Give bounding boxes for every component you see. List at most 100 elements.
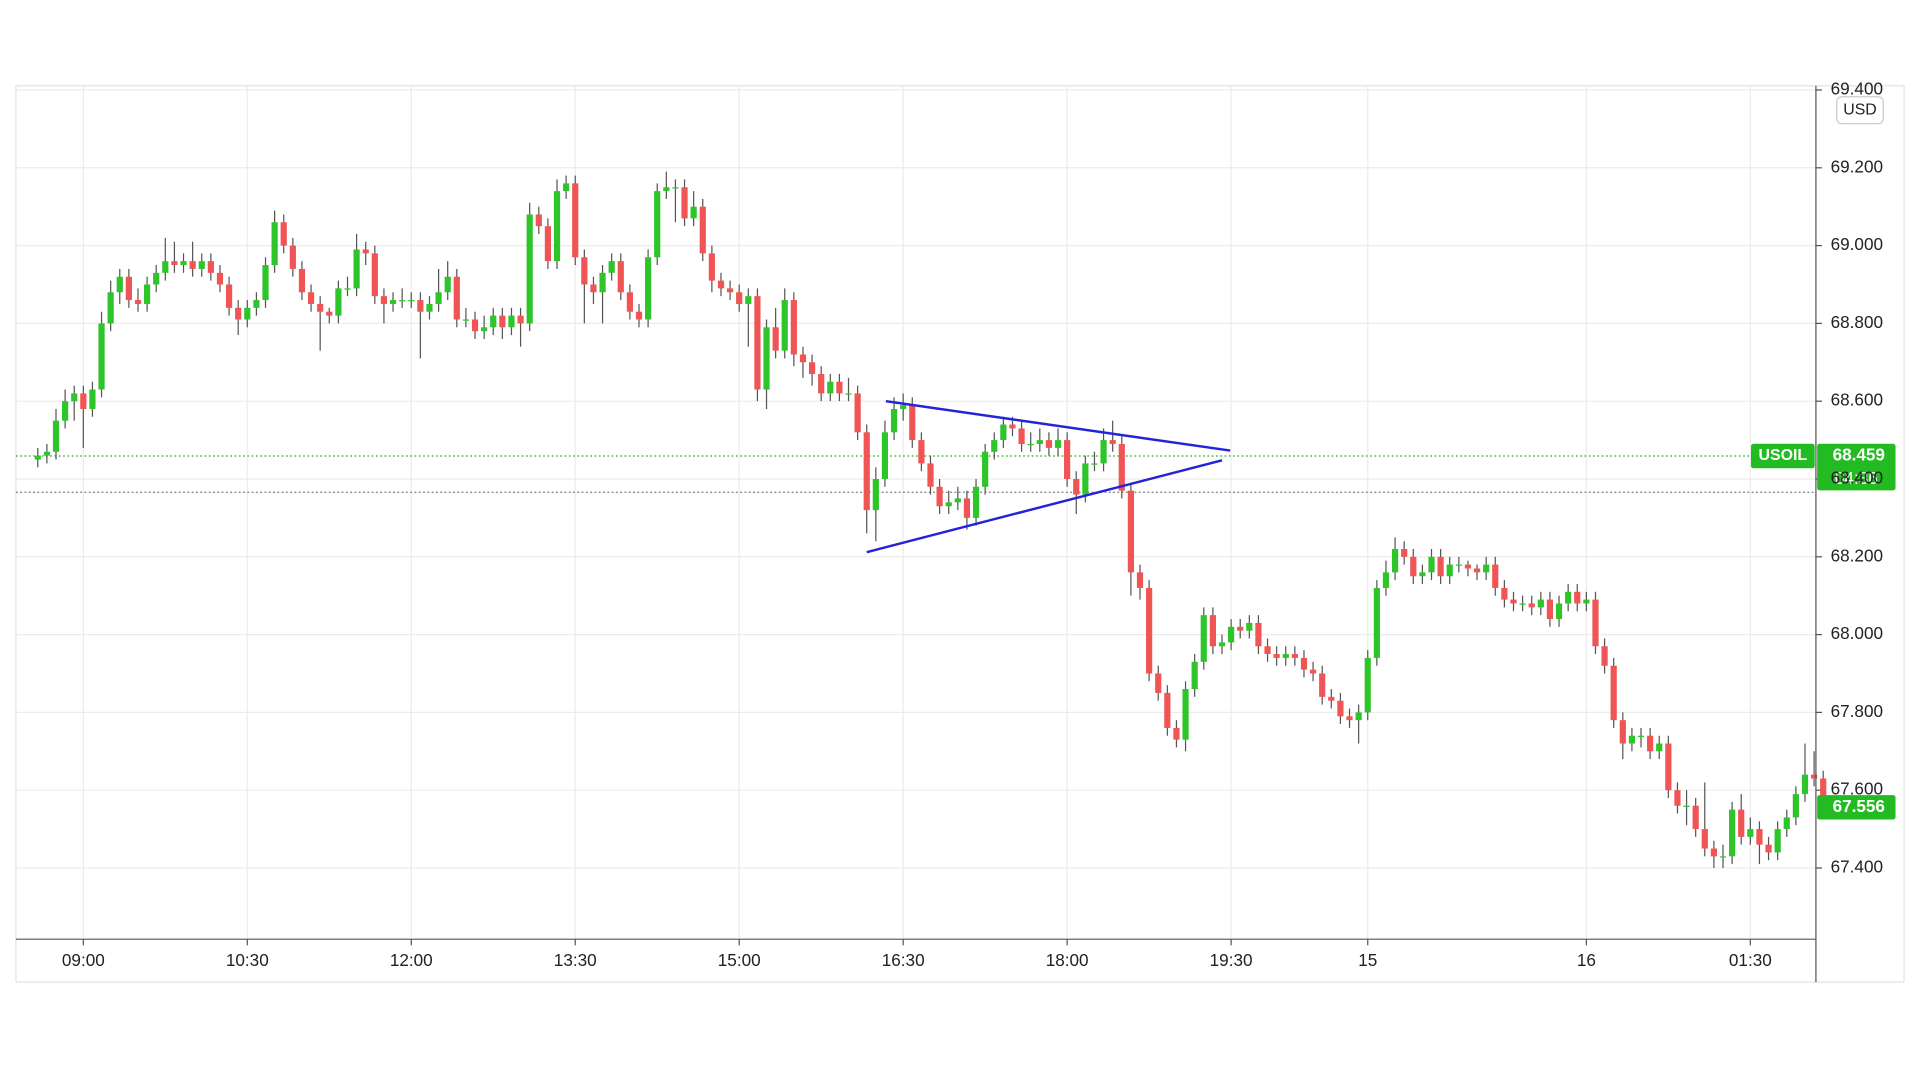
candle-body: [1200, 615, 1207, 662]
candle-body: [1355, 712, 1362, 721]
y-tick-label: 68.000: [1831, 623, 1883, 643]
candle-body: [1264, 646, 1271, 655]
last-price-tag: [1817, 795, 1896, 820]
candle-body: [1364, 657, 1371, 713]
x-tick-label: 18:00: [1046, 950, 1089, 970]
candle-body: [1628, 735, 1636, 744]
candle-body: [626, 292, 633, 312]
candle-body: [362, 249, 369, 254]
candle-body: [134, 300, 142, 304]
candle-body: [1610, 665, 1617, 721]
candle-body: [563, 183, 570, 192]
candle-body: [307, 292, 315, 304]
candle-body: [453, 276, 460, 320]
candle-body: [125, 276, 132, 301]
candle-body: [808, 362, 816, 374]
candle-body: [1765, 844, 1772, 853]
candle-body: [89, 389, 96, 409]
candle-body: [1018, 428, 1025, 444]
candle-body: [909, 405, 916, 441]
candle-body: [1337, 700, 1344, 717]
candle-body: [262, 265, 269, 301]
candle-body: [1237, 626, 1244, 631]
candle-body: [1064, 440, 1071, 479]
candle-body: [717, 280, 725, 289]
candle-body: [1683, 805, 1690, 807]
candle-body: [881, 432, 889, 479]
candle-body: [1719, 856, 1727, 858]
candle-body: [763, 327, 770, 390]
candle-body: [180, 261, 187, 266]
candle-body: [1218, 642, 1226, 647]
candle-body: [399, 300, 406, 302]
candle-body: [1747, 829, 1754, 837]
candle-body: [1173, 727, 1180, 740]
candle-body: [153, 272, 160, 285]
candle-body: [1528, 603, 1535, 608]
candle-body: [1710, 848, 1717, 857]
candle-body: [1136, 572, 1144, 588]
candle-body: [1401, 549, 1408, 557]
candle-body: [1501, 587, 1508, 600]
candle-body: [499, 315, 506, 328]
candle-body: [1473, 568, 1481, 573]
plot: [15, 171, 1827, 868]
candle-body: [608, 261, 615, 273]
candle-body: [1647, 735, 1654, 752]
candle-body: [708, 253, 715, 281]
candle-body: [1792, 794, 1799, 818]
currency-label: USD: [1843, 101, 1877, 118]
candle-body: [635, 311, 643, 320]
candle-body: [1191, 661, 1198, 690]
candle-body: [1036, 440, 1043, 444]
x-tick-label: 15:00: [718, 950, 761, 970]
candle-body: [1410, 556, 1417, 577]
candle-body: [672, 187, 679, 189]
candle-body: [918, 440, 925, 464]
candle-body: [1328, 696, 1335, 701]
candle-body: [517, 315, 524, 324]
candle-body: [827, 381, 834, 394]
candle-body: [617, 261, 624, 293]
candle-body: [1756, 829, 1763, 845]
candle-body: [927, 463, 934, 487]
candle-body: [1109, 440, 1116, 444]
candle-body: [1419, 572, 1426, 577]
candle-body: [790, 300, 797, 355]
candle-body: [1282, 654, 1289, 658]
candle-body: [508, 315, 515, 328]
x-tick-label: 12:00: [390, 950, 433, 970]
candle-body: [1565, 591, 1572, 604]
candle-body: [726, 288, 734, 293]
last-price-label: 67.556: [1833, 796, 1885, 816]
candle-body: [1373, 587, 1380, 658]
candle-body: [371, 253, 378, 297]
y-tick-label: 68.200: [1831, 545, 1883, 565]
candle-body: [936, 486, 943, 507]
candle-body: [1255, 622, 1262, 647]
candle-body: [1054, 440, 1062, 448]
candle-body: [1082, 463, 1089, 495]
candle-body: [663, 187, 670, 192]
candle-body: [389, 300, 397, 304]
candle-body: [972, 486, 980, 518]
candle-body: [1729, 809, 1736, 857]
candle-body: [62, 401, 69, 421]
candle-body: [1574, 591, 1581, 604]
y-tick-label: 69.000: [1831, 234, 1883, 254]
candle-body: [781, 300, 788, 351]
candle-body: [945, 502, 952, 507]
candle-body: [271, 222, 278, 266]
candle-body: [116, 276, 123, 293]
trendline: [885, 399, 1231, 452]
symbol-tag: [1751, 443, 1815, 469]
candle-body: [1100, 440, 1107, 464]
candle-body: [1382, 572, 1390, 588]
candle-body: [1455, 564, 1462, 566]
candle-body: [1492, 564, 1499, 588]
candle-body: [526, 214, 533, 324]
candle-body: [1391, 549, 1399, 573]
candle-body: [1665, 743, 1672, 791]
candle-body: [253, 300, 260, 308]
